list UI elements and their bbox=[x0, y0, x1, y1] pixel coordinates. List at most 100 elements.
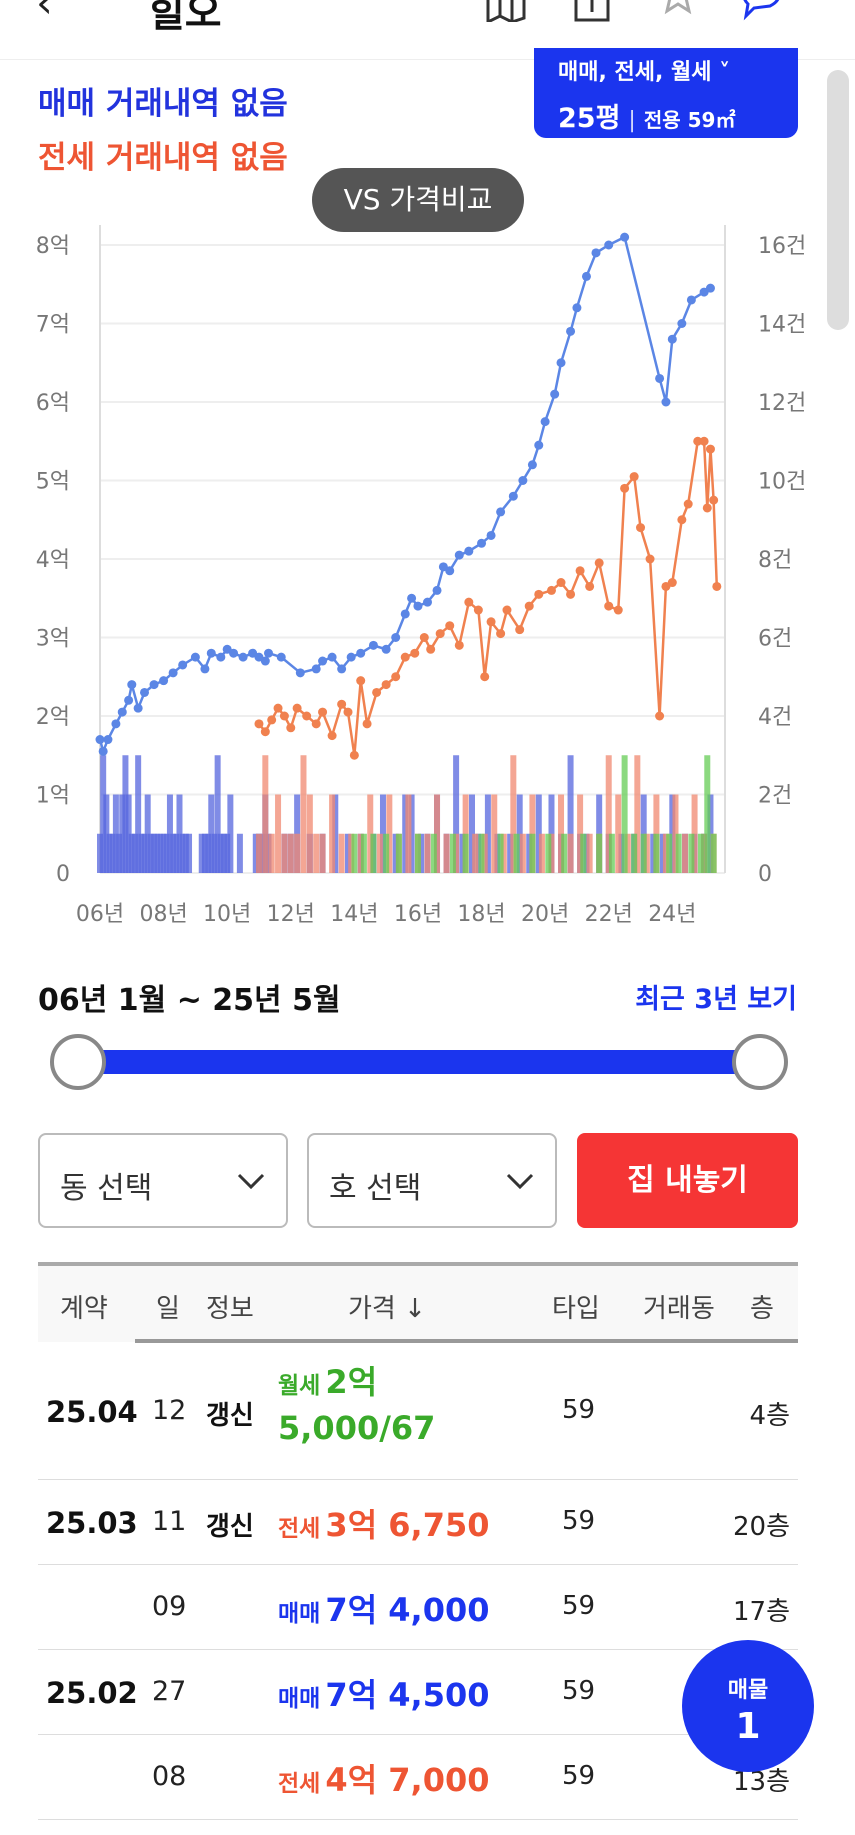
volume-bar-jeonse bbox=[275, 794, 282, 873]
price-point-sale bbox=[527, 460, 537, 470]
price-chart[interactable]: 0 1억 2억 3억 4억 5억 6억 7억 8억 0 2건 4건 6건 8건 10건 12건 14건 16건 06… bbox=[0, 205, 855, 950]
slider-end-handle[interactable] bbox=[732, 1034, 788, 1090]
dong-select[interactable]: 동 선택 bbox=[38, 1133, 288, 1228]
table-row[interactable]: 09 매매 7억 4,000 59 17층 bbox=[38, 1565, 798, 1650]
contract-day: 08 bbox=[152, 1760, 187, 1792]
volume-bar-sale bbox=[345, 833, 351, 873]
col-day[interactable]: 일 bbox=[156, 1294, 180, 1324]
listings-fab[interactable]: 매물 1 bbox=[682, 1640, 814, 1772]
volume-bar-sale bbox=[157, 833, 164, 873]
fab-count: 1 bbox=[735, 1706, 761, 1747]
price-point-sale bbox=[356, 648, 366, 658]
ho-select[interactable]: 호 선택 bbox=[307, 1133, 557, 1228]
contract-day: 27 bbox=[152, 1675, 187, 1707]
price-point-sale bbox=[229, 648, 239, 658]
star-icon[interactable] bbox=[656, 0, 700, 22]
area-type-selector[interactable]: 매매, 전세, 월세 ˅ 25평 | 전용 59㎡ bbox=[534, 48, 798, 138]
chat-plus-icon bbox=[796, 0, 816, 22]
y-tick-right: 14건 bbox=[758, 313, 806, 338]
deal-kind: 월세 bbox=[278, 1373, 321, 1399]
price-cell: 전세 3억 6,750 bbox=[278, 1500, 490, 1546]
price-point-sale bbox=[327, 652, 337, 662]
price-point-sale bbox=[238, 652, 248, 662]
price-point-sale bbox=[117, 707, 127, 717]
price-point-sale bbox=[604, 240, 614, 250]
back-icon[interactable]: ‹ bbox=[36, 0, 53, 27]
volume-bar-sale bbox=[128, 833, 135, 873]
volume-bar-monthly bbox=[513, 833, 520, 873]
vs-compare-button[interactable]: VS 가격비교 bbox=[312, 168, 524, 232]
volume-bar-jeonse bbox=[348, 833, 355, 873]
price-point-sale bbox=[260, 656, 270, 666]
chevron-down-icon bbox=[237, 1173, 265, 1190]
volume-bar-sale bbox=[198, 833, 205, 873]
contract-date: 25.02 bbox=[46, 1675, 138, 1710]
col-price[interactable]: 가격 ↓ bbox=[348, 1294, 426, 1324]
price-point-jeonse bbox=[480, 672, 490, 682]
page-title: 힐오 bbox=[148, 0, 222, 36]
col-floor[interactable]: 층 bbox=[750, 1294, 774, 1324]
deal-amount: 2억 bbox=[325, 1363, 378, 1401]
price-point-jeonse bbox=[372, 687, 382, 697]
price-point-jeonse bbox=[327, 731, 337, 741]
deal-type-filter[interactable]: 매매, 전세, 월세 ˅ bbox=[558, 60, 731, 85]
x-tick: 24년 bbox=[648, 902, 696, 927]
chevron-down-icon bbox=[506, 1173, 534, 1190]
price-point-jeonse bbox=[486, 617, 496, 627]
volume-bar-sale bbox=[453, 755, 460, 873]
table-row[interactable]: 25.02 27 매매 7억 4,500 59 bbox=[38, 1650, 798, 1735]
period-slider-track[interactable] bbox=[78, 1050, 760, 1074]
volume-bar-monthly bbox=[596, 833, 603, 873]
y-tick-right: 4건 bbox=[758, 705, 792, 730]
unit-type: 59 bbox=[562, 1590, 596, 1621]
deal-kind: 매매 bbox=[278, 1600, 321, 1627]
renewal-info: 갱신 bbox=[206, 1400, 254, 1431]
recent-3y-link[interactable]: 최근 3년 보기 bbox=[635, 984, 797, 1015]
contract-date: 25.04 bbox=[46, 1394, 138, 1429]
price-point-jeonse bbox=[515, 625, 525, 635]
col-dong[interactable]: 거래동 bbox=[643, 1294, 715, 1324]
col-contract[interactable]: 계약 bbox=[60, 1294, 108, 1324]
share-icon[interactable] bbox=[570, 0, 614, 22]
slider-start-handle[interactable] bbox=[50, 1034, 106, 1090]
price-point-jeonse bbox=[620, 483, 630, 493]
price-point-sale bbox=[124, 695, 134, 705]
scrollbar[interactable] bbox=[827, 70, 849, 330]
volume-bar-jeonse bbox=[481, 833, 488, 873]
price-point-jeonse bbox=[400, 652, 410, 662]
list-house-button[interactable]: 집 내놓기 bbox=[577, 1133, 798, 1228]
table-row[interactable]: 25.04 12 갱신 월세 2억 5,000/67 59 4층 bbox=[38, 1343, 798, 1480]
volume-bar-jeonse bbox=[510, 755, 517, 873]
volume-bar-sale bbox=[332, 794, 339, 873]
price-point-sale bbox=[508, 491, 518, 501]
fab-label: 매물 bbox=[727, 1678, 769, 1703]
price-point-sale bbox=[200, 664, 210, 674]
volume-bar-jeonse bbox=[691, 794, 698, 873]
map-icon[interactable] bbox=[484, 0, 528, 22]
volume-bar-sale bbox=[459, 833, 466, 873]
volume-bar-jeonse bbox=[268, 833, 275, 873]
unit-type: 59 bbox=[562, 1394, 596, 1425]
volume-bar-jeonse bbox=[376, 833, 383, 873]
table-row[interactable]: 08 전세 4억 7,000 59 13층 bbox=[38, 1735, 798, 1820]
header-divider bbox=[135, 1339, 798, 1343]
table-row[interactable]: 25.03 11 갱신 전세 3억 6,750 59 20층 bbox=[38, 1480, 798, 1565]
price-cell: 매매 7억 4,000 bbox=[278, 1585, 490, 1631]
jeonse-none-label: 전세 거래내역 없음 bbox=[38, 140, 288, 176]
price-point-jeonse bbox=[318, 707, 328, 717]
volume-bar-jeonse bbox=[443, 833, 450, 873]
col-type[interactable]: 타입 bbox=[552, 1294, 600, 1324]
chat-icon[interactable] bbox=[740, 0, 784, 22]
col-info[interactable]: 정보 bbox=[206, 1294, 254, 1324]
price-point-sale bbox=[264, 648, 274, 658]
price-point-jeonse bbox=[473, 605, 483, 615]
price-point-jeonse bbox=[556, 578, 566, 588]
price-point-sale bbox=[591, 248, 601, 258]
y-tick-right: 10건 bbox=[758, 470, 806, 495]
price-point-sale bbox=[445, 566, 455, 576]
volume-bar-sale bbox=[163, 833, 170, 873]
price-point-sale bbox=[686, 295, 696, 305]
unit-type: 59 bbox=[562, 1760, 596, 1791]
price-point-sale bbox=[178, 660, 188, 670]
price-point-sale bbox=[111, 719, 121, 729]
